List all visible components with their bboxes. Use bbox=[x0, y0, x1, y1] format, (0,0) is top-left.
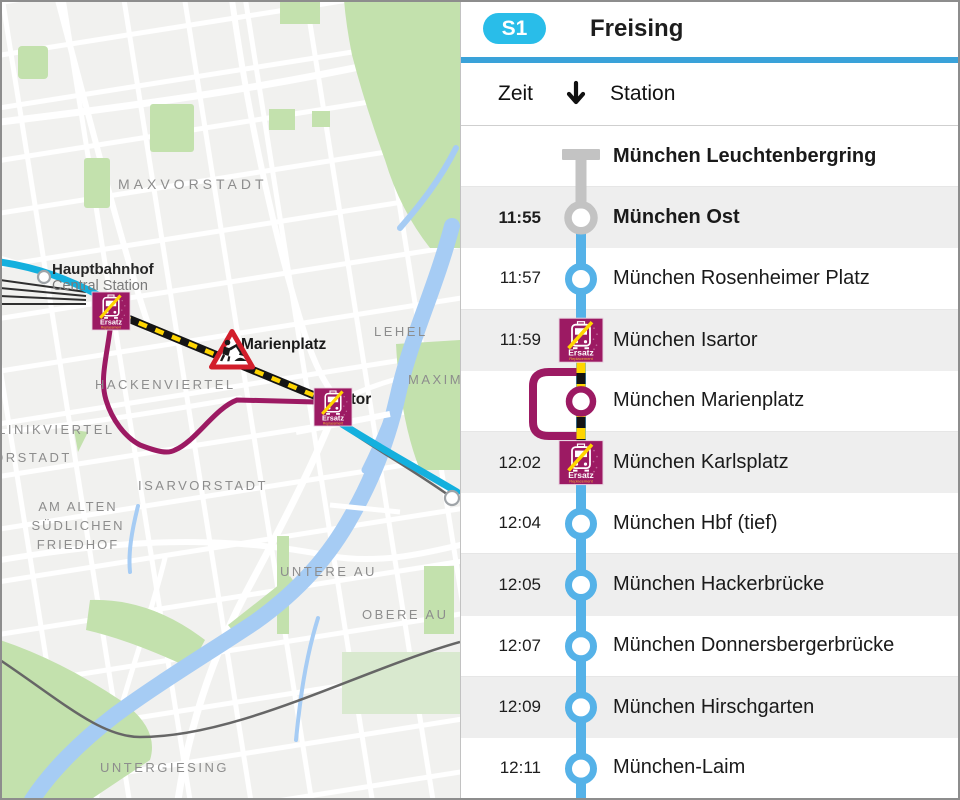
line-badge-s1: S1 bbox=[483, 13, 546, 44]
map-station-dot bbox=[36, 269, 52, 285]
map-label-hauptbahnhof: Hauptbahnhof bbox=[52, 261, 155, 278]
railway-tracks bbox=[0, 279, 87, 305]
river-isar bbox=[24, 145, 460, 800]
stop-row-hbf-tief[interactable]: 12:04 München Hbf (tief) bbox=[461, 493, 960, 555]
stop-row-hirschgarten[interactable]: 12:09 München Hirschgarten bbox=[461, 676, 960, 738]
sbahn-line bbox=[0, 258, 460, 496]
sort-direction-button[interactable] bbox=[564, 80, 588, 108]
stop-time: 12:09 bbox=[498, 697, 541, 717]
stop-row-ost[interactable]: 11:55 München Ost bbox=[461, 187, 960, 249]
stop-name: München Isartor bbox=[613, 328, 758, 351]
stop-time: 12:11 bbox=[499, 757, 541, 777]
stop-row-isartor[interactable]: 11:59 München Isartor bbox=[461, 309, 960, 371]
stop-row-marienplatz[interactable]: München Marienplatz bbox=[461, 370, 960, 432]
down-arrow-icon bbox=[566, 80, 586, 105]
stop-time: 12:07 bbox=[498, 635, 541, 655]
stop-row-karlsplatz[interactable]: 12:02 München Karlsplatz bbox=[461, 431, 960, 494]
map-station-dot bbox=[443, 489, 460, 507]
stop-name: München Donnersbergerbrücke bbox=[613, 634, 895, 657]
stop-name: München Marienplatz bbox=[613, 389, 805, 412]
route-destination: Freising bbox=[590, 14, 684, 42]
stop-time: 11:55 bbox=[498, 207, 541, 227]
map-graphics: Ersatz Replacement bbox=[0, 0, 460, 800]
column-header: Zeit Station bbox=[461, 63, 960, 126]
stop-time: 12:02 bbox=[498, 452, 541, 472]
district-label: LEHEL bbox=[374, 324, 428, 339]
stop-time: 11:57 bbox=[499, 268, 541, 288]
detour-route-line bbox=[100, 329, 317, 455]
district-label: MAXVORSTADT bbox=[118, 176, 268, 192]
district-label: ISARVORSTADT bbox=[138, 478, 268, 493]
stop-name: München Hackerbrücke bbox=[613, 573, 825, 596]
stop-row-donnersbergerbruecke[interactable]: 12:07 München Donnersbergerbrücke bbox=[461, 615, 960, 677]
map-label-central-station: Central Station bbox=[52, 278, 148, 294]
stop-name: München Rosenheimer Platz bbox=[613, 266, 870, 289]
header-rule bbox=[461, 57, 960, 63]
district-label: VORSTADT bbox=[0, 450, 72, 465]
stop-name: München Hirschgarten bbox=[613, 695, 815, 718]
ersatz-marker-hauptbahnhof[interactable] bbox=[90, 290, 132, 332]
district-label: UNTERGIESING bbox=[100, 760, 229, 775]
stop-name: München Karlsplatz bbox=[613, 451, 789, 474]
stop-list: München Leuchtenbergring 11:55 München O… bbox=[461, 126, 960, 799]
stop-row-laim[interactable]: 12:11 München-Laim bbox=[461, 737, 960, 799]
stop-name: München-Laim bbox=[613, 756, 746, 779]
stop-time: 12:04 bbox=[498, 513, 541, 533]
ersatz-marker-isartor[interactable] bbox=[312, 386, 354, 428]
column-station: Station bbox=[610, 82, 676, 105]
district-label: AM ALTEN SÜDLICHEN FRIEDHOF bbox=[31, 499, 125, 552]
stop-name: München Hbf (tief) bbox=[613, 511, 778, 534]
district-label: KLINIKVIERTEL bbox=[0, 422, 115, 437]
map-canvas[interactable]: Ersatz Replacement bbox=[0, 0, 460, 800]
district-label: HACKENVIERTEL bbox=[95, 377, 236, 392]
district-label: OBERE AU bbox=[362, 607, 449, 622]
timetable-panel: S1 Freising Zeit Station München Leuchte… bbox=[460, 0, 960, 800]
stop-row-leuchtenbergring[interactable]: München Leuchtenbergring bbox=[461, 126, 960, 188]
column-time: Zeit bbox=[498, 82, 534, 105]
stop-name: München Ost bbox=[613, 206, 740, 229]
district-label: MAXIM bbox=[408, 372, 460, 387]
route-header: S1 Freising bbox=[461, 0, 960, 57]
district-label: UNTERE AU bbox=[280, 564, 377, 579]
stop-time: 11:59 bbox=[499, 330, 541, 350]
map-label-marienplatz: Marienplatz bbox=[241, 336, 327, 353]
stop-row-rosenheimer-platz[interactable]: 11:57 München Rosenheimer Platz bbox=[461, 248, 960, 310]
stop-time: 12:05 bbox=[498, 574, 541, 594]
stop-name: München Leuchtenbergring bbox=[613, 144, 877, 167]
stop-row-hackerbruecke[interactable]: 12:05 München Hackerbrücke bbox=[461, 554, 960, 616]
